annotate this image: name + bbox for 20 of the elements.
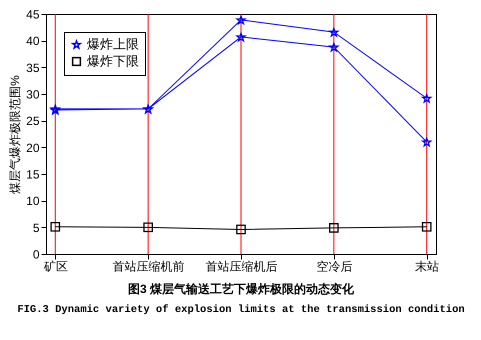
- y-tick-label: 20: [26, 140, 40, 155]
- x-tick-label: 末站: [415, 260, 440, 274]
- x-tick-label: 矿区: [42, 260, 68, 274]
- legend-label: 爆炸下限: [87, 54, 139, 68]
- y-tick-label: 15: [26, 168, 40, 182]
- y-tick-label: 35: [26, 60, 40, 75]
- caption: 图3 煤层气输送工艺下爆炸极限的动态变化: [128, 282, 355, 296]
- caption: FIG.3 Dynamic variety of explosion limits at the transmission condition: [17, 304, 465, 316]
- y-tick-label: 25: [26, 114, 40, 128]
- y-tick-label: 5: [32, 220, 40, 235]
- y-tick-label: 40: [26, 34, 40, 48]
- legend-label: 爆炸上限: [87, 36, 139, 52]
- y-tick-label: 45: [26, 8, 40, 22]
- y-tick-label: 0: [32, 248, 40, 262]
- x-tick-label: 空冷后: [316, 260, 352, 274]
- y-tick-label: 30: [26, 88, 40, 102]
- y-tick-label: 10: [26, 194, 40, 208]
- y-axis-title: 煤层气爆炸极限范围%: [8, 74, 22, 194]
- x-tick-label: 首站压缩机后: [206, 260, 278, 274]
- x-tick-label: 首站压缩机前: [112, 260, 185, 274]
